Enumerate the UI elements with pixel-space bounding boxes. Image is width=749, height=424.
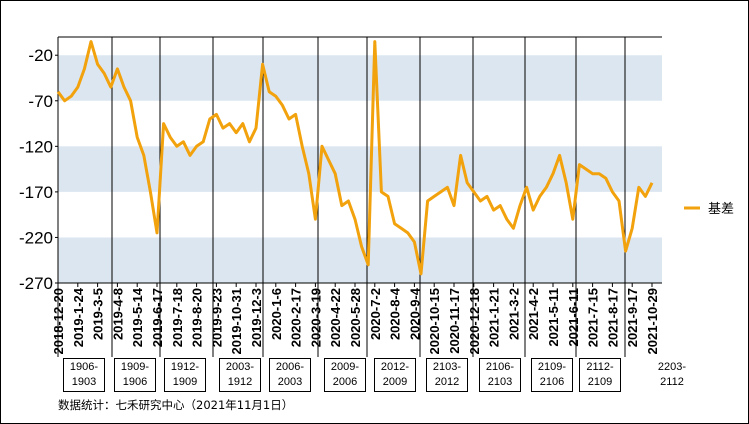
y-tick-label: -20 (28, 46, 53, 65)
legend-label: 基差 (708, 202, 734, 217)
x-tick-label: 2020-7-2 (368, 288, 383, 340)
x-tick-label: 2019-9-23 (209, 288, 224, 347)
x-tick-label: 2019-12-3 (249, 288, 264, 347)
contract-label: 2112-2109 (579, 358, 621, 392)
x-tick-label: 2021-7-15 (586, 288, 601, 347)
contract-label: 2103-2012 (426, 358, 468, 392)
y-tick-label: -170 (19, 183, 53, 202)
x-tick-label: 2020-4-22 (328, 288, 343, 347)
y-tick-label: -220 (19, 228, 53, 247)
contract-label: 2006-2003 (269, 358, 311, 392)
x-tick-label: 2020-3-19 (308, 288, 323, 347)
x-tick-label: 2021-4-2 (526, 288, 541, 340)
source-note: 数据统计：七禾研究中心（2021年11月1日） (58, 398, 294, 412)
contract-label: 1912-1909 (164, 358, 206, 392)
contract-label: 2109-2106 (531, 358, 573, 392)
x-tick-label: 2021-10-29 (645, 288, 660, 355)
x-tick-label: 2020-2-17 (289, 288, 304, 347)
contract-label: 2203-2112 (657, 361, 687, 388)
contract-label: 2003-1912 (219, 358, 261, 392)
contract-label: 1906-1903 (63, 358, 105, 392)
contract-label: 2009-2006 (324, 358, 366, 392)
x-tick-label: 2021-8-17 (605, 288, 620, 347)
x-tick-label: 2019-8-20 (190, 288, 205, 347)
x-tick-label: 2020-12-18 (467, 288, 482, 355)
x-tick-label: 2019-4-8 (110, 288, 125, 340)
x-tick-label: 2018-12-20 (51, 288, 66, 355)
x-tick-label: 2021-9-17 (625, 288, 640, 347)
y-tick-label: -270 (19, 274, 53, 293)
x-tick-label: 2021-3-2 (506, 288, 521, 340)
x-tick-label: 2019-6-17 (150, 288, 165, 347)
x-tick-label: 2021-1-21 (487, 288, 502, 347)
x-tick-label: 2019-10-31 (229, 288, 244, 355)
x-tick-label: 2020-11-17 (447, 288, 462, 354)
y-tick-label: -120 (19, 137, 53, 156)
contract-label: 2106-2103 (479, 358, 521, 392)
x-tick-label: 2019-1-24 (71, 287, 86, 347)
x-tick-label: 2019-3-5 (91, 288, 106, 340)
x-tick-label: 2020-8-4 (388, 287, 403, 340)
x-tick-label: 2020-1-6 (269, 288, 284, 340)
y-tick-label: -70 (28, 92, 53, 111)
contract-label: 2012-2009 (374, 358, 416, 392)
grid-band (58, 55, 662, 101)
x-tick-label: 2019-7-18 (170, 288, 185, 347)
x-tick-label: 2020-9-4 (407, 287, 422, 340)
series-line (56, 40, 654, 276)
x-tick-label: 2021-5-11 (546, 288, 561, 347)
x-tick-label: 2020-5-28 (348, 288, 363, 347)
x-tick-label: 2020-10-15 (427, 288, 442, 355)
x-tick-label: 2019-5-14 (130, 287, 145, 347)
x-tick-label: 2021-6-11 (566, 288, 581, 347)
contract-label: 1909-1906 (114, 358, 156, 392)
